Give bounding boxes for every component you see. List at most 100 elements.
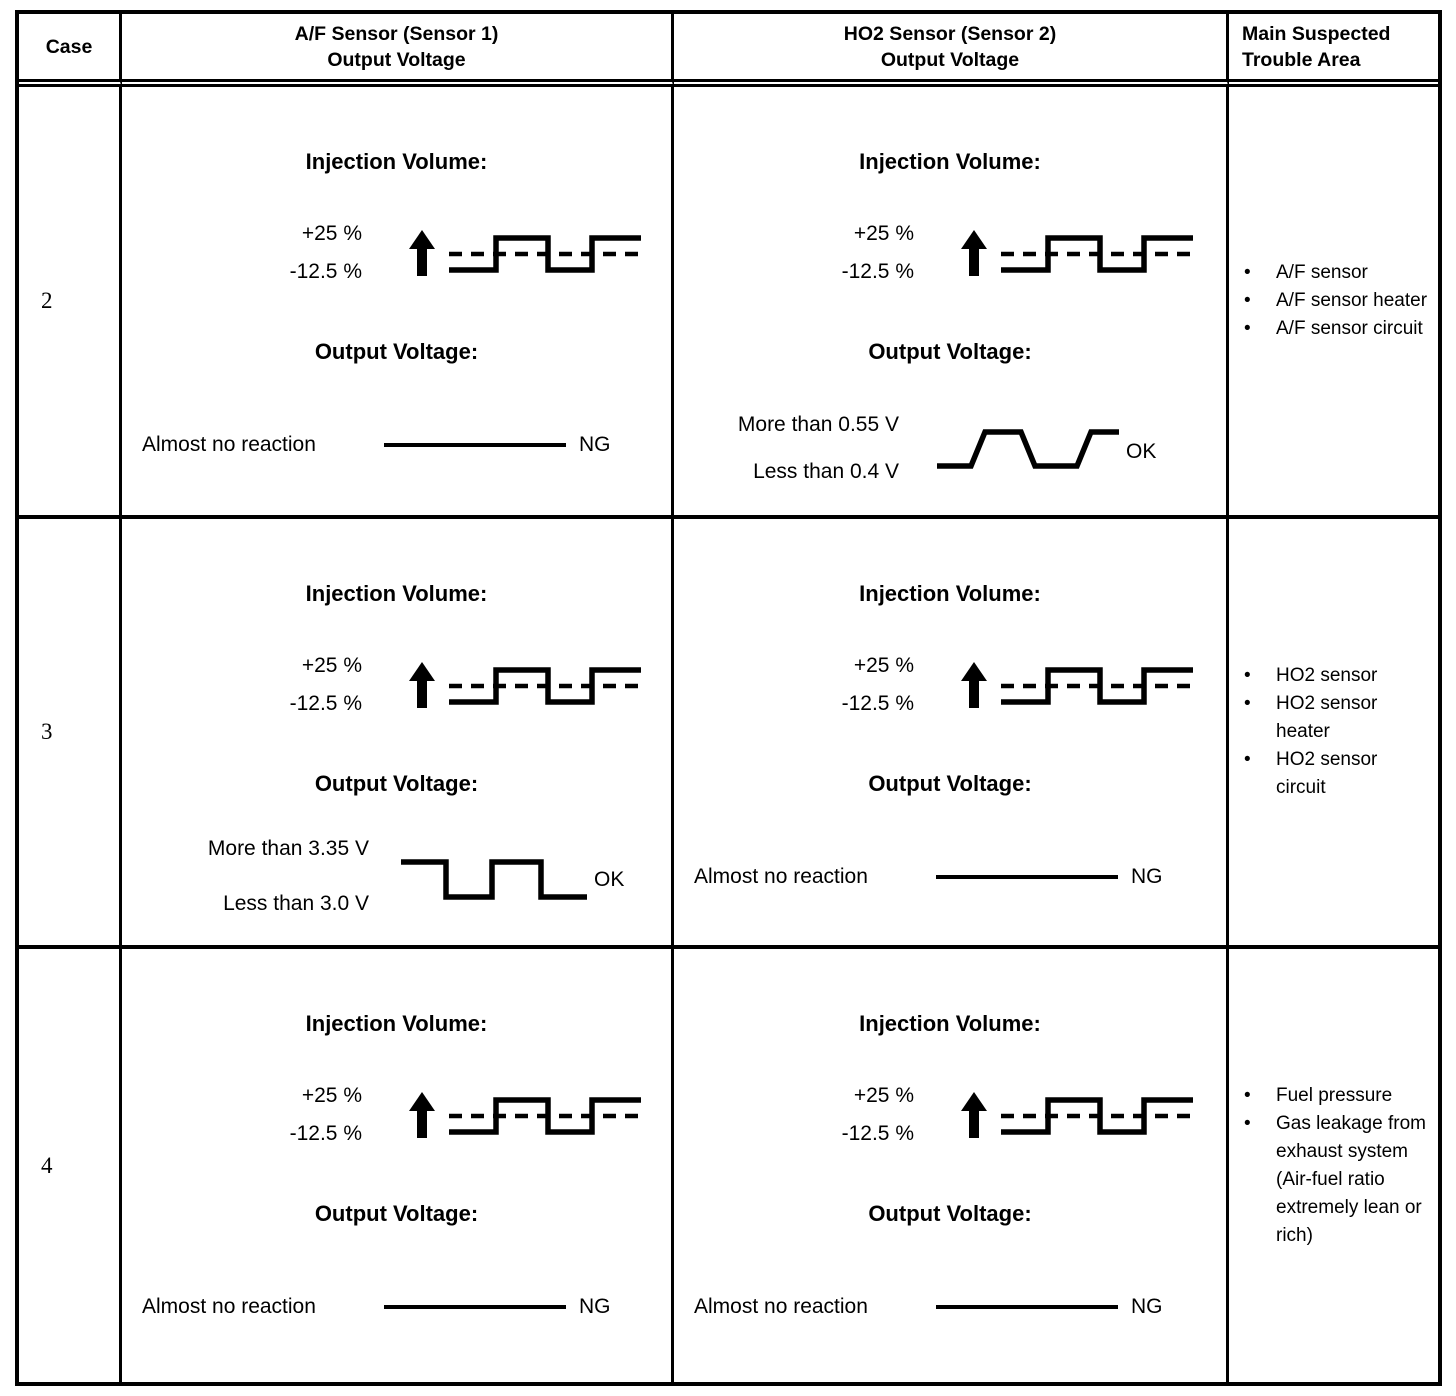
injection-square-waveform [449,235,641,273]
ho2-output-result: Almost no reaction NG [674,861,1226,893]
header-trouble-line2: Trouble Area [1242,48,1361,71]
square-response-waveform [401,859,587,900]
injection-labels: +25 % -12.5 % [122,653,362,717]
injection-volume-heading: Injection Volume: [305,149,488,174]
up-arrow-icon [409,1092,435,1138]
header-case: Case [19,14,122,87]
result-text: Almost no reaction [694,1295,868,1318]
bullet-icon: • [1244,290,1251,311]
up-arrow-icon [961,1092,987,1138]
bullet-icon: • [1244,1112,1251,1134]
verdict-label: NG [579,433,611,456]
case3-ho2-cell: Injection Volume: +25 % -12.5 % Output V… [674,519,1229,949]
injection-volume-diagram: +25 % -12.5 % [674,653,1226,715]
header-af-sensor: A/F Sensor (Sensor 1) Output Voltage [122,14,674,87]
bullet-icon: • [1244,262,1251,283]
trouble-item-label: Fuel pressure [1276,1084,1393,1106]
case2-trouble-cell: • A/F sensor • A/F sensor heater • A/F sensor… [1229,87,1438,519]
injection-labels: +25 % -12.5 % [674,653,914,717]
injection-plus-label: +25 % [853,654,914,677]
injection-volume-heading: Injection Volume: [859,1011,1041,1036]
up-arrow-icon [409,662,435,708]
flat-response-line [384,1305,566,1309]
case3-trouble-cell: • HO2 sensor • HO2 sensor heater • HO2 sensor… [1229,519,1438,949]
case4-number-cell: 4 [19,949,122,1382]
case4-ho2-cell: Injection Volume: +25 % -12.5 % Output V… [674,949,1229,1382]
bullet-icon: • [1244,665,1251,686]
injection-plus-label: +25 % [853,222,914,245]
trouble-item: • HO2 sensor [1244,662,1432,690]
header-ho2-line2: Output Voltage [880,48,1020,71]
case2-number-cell: 2 [19,87,122,519]
injection-volume-diagram: +25 % -12.5 % [674,221,1226,283]
injection-labels: +25 % -12.5 % [122,1083,362,1147]
up-arrow-icon [961,230,987,276]
trouble-item: • A/F sensor circuit [1244,315,1432,343]
header-trouble-area: Main Suspected Trouble Area [1229,14,1438,87]
header-trouble-line1: Main Suspected [1242,22,1391,45]
trouble-item-label: HO2 sensor heater [1276,693,1378,742]
threshold-labels: More than 3.35 V Less than 3.0 V [122,836,369,917]
up-arrow-icon [409,230,435,276]
threshold-low-label: Less than 0.4 V [753,460,899,483]
bullet-icon: • [1244,318,1251,339]
header-af-line2: Output Voltage [327,48,466,71]
injection-volume-diagram: +25 % -12.5 % [122,653,671,715]
case2-ho2-cell: Injection Volume: +25 % -12.5 % Output V… [674,87,1229,519]
injection-square-waveform [449,1097,641,1135]
trouble-item-label: A/F sensor heater [1276,290,1428,311]
injection-volume-heading: Injection Volume: [305,1011,488,1036]
output-voltage-heading: Output Voltage: [314,339,479,364]
af-output-result: Almost no reaction NG [122,1291,671,1323]
up-arrow-icon [961,662,987,708]
injection-labels: +25 % -12.5 % [674,221,914,285]
trouble-list: • HO2 sensor • HO2 sensor heater • HO2 sensor… [1244,662,1432,802]
result-text: Almost no reaction [694,865,868,888]
injection-volume-diagram: +25 % -12.5 % [122,221,671,283]
output-voltage-heading: Output Voltage: [868,771,1032,796]
injection-plus-label: +25 % [853,1084,914,1107]
af-output-result: Almost no reaction NG [122,429,671,461]
injection-minus-label: -12.5 % [841,692,914,715]
trouble-list: • A/F sensor • A/F sensor heater • A/F sensor… [1244,259,1432,343]
injection-labels: +25 % -12.5 % [122,221,362,285]
trouble-item: • Fuel pressure [1244,1082,1432,1110]
ho2-output-result: Almost no reaction NG [674,1291,1226,1323]
verdict-label: OK [594,868,625,891]
trouble-item: • A/F sensor [1244,259,1432,287]
flat-response-line [936,1305,1118,1309]
trapezoid-response-waveform [937,429,1119,469]
injection-square-waveform [1001,1097,1193,1135]
trouble-item-label: Gas leakage from exhaust system (Air-fue… [1276,1112,1426,1246]
trouble-item-label: HO2 sensor circuit [1276,749,1378,798]
header-ho2-sensor: HO2 Sensor (Sensor 2) Output Voltage [674,14,1229,87]
trouble-item: • HO2 sensor circuit [1244,746,1432,802]
result-text: Almost no reaction [142,433,316,456]
ho2-output-result: More than 0.55 V Less than 0.4 V OK [674,412,1226,492]
injection-square-waveform [1001,667,1193,705]
case4-trouble-cell: • Fuel pressure • Gas leakage from exhaust … [1229,949,1438,1382]
trouble-list: • Fuel pressure • Gas leakage from exhaust … [1244,1082,1432,1250]
trouble-item: • Gas leakage from exhaust system (Air-fu… [1244,1110,1432,1250]
injection-volume-heading: Injection Volume: [305,581,488,606]
injection-minus-label: -12.5 % [289,692,362,715]
injection-minus-label: -12.5 % [289,1122,362,1145]
threshold-low-label: Less than 3.0 V [223,892,369,915]
threshold-labels: More than 0.55 V Less than 0.4 V [674,412,899,485]
output-voltage-heading: Output Voltage: [868,339,1032,364]
case4-af-cell: Injection Volume: +25 % -12.5 % Output V… [122,949,674,1382]
sensor-diagnosis-table: Case A/F Sensor (Sensor 1) Output Voltag… [15,10,1442,1386]
verdict-label: NG [579,1295,611,1318]
threshold-high-label: More than 0.55 V [737,413,899,436]
flat-response-line [384,443,566,447]
injection-plus-label: +25 % [301,1084,362,1107]
injection-minus-label: -12.5 % [841,1122,914,1145]
injection-plus-label: +25 % [301,654,362,677]
trouble-item-label: HO2 sensor [1276,665,1378,686]
trouble-item-label: A/F sensor circuit [1276,318,1423,339]
injection-minus-label: -12.5 % [841,260,914,283]
injection-minus-label: -12.5 % [289,260,362,283]
output-voltage-heading: Output Voltage: [314,771,479,796]
header-ho2-line1: HO2 Sensor (Sensor 2) [843,22,1057,45]
